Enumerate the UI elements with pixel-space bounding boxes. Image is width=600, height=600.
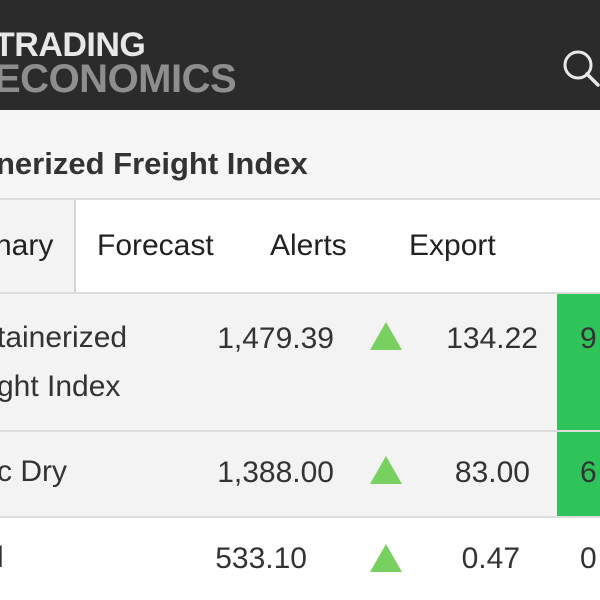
row-name[interactable]: tainerized [0, 321, 128, 354]
table-row[interactable]: c Dry 1,388.00 83.00 6 [0, 432, 600, 518]
row-name[interactable]: l [0, 541, 4, 574]
search-icon [563, 50, 600, 87]
tab-bar: nary Forecast Alerts Export [0, 198, 600, 294]
row-price: 533.10 [215, 542, 307, 575]
top-header: TRADING ECONOMICS [0, 0, 600, 110]
row-percent-value: 0 [580, 542, 597, 575]
row-change: 134.22 [446, 322, 538, 355]
row-percent-value: 6 [580, 456, 597, 489]
row-name-line2[interactable]: ght Index [0, 370, 121, 403]
row-percent-change: 0 [557, 518, 600, 600]
tab-forecast[interactable]: Forecast [97, 229, 214, 262]
table-row[interactable]: tainerized ght Index 1,479.39 134.22 9 [0, 294, 600, 432]
triangle-up-icon [370, 544, 402, 572]
tab-export[interactable]: Export [409, 229, 496, 262]
title-bar [0, 110, 600, 198]
row-percent-change: 6 [557, 432, 600, 516]
tab-label: nary [0, 229, 54, 262]
search-button[interactable] [556, 46, 600, 90]
tab-alerts[interactable]: Alerts [270, 229, 347, 262]
row-change: 83.00 [454, 456, 530, 489]
row-name[interactable]: c Dry [0, 455, 67, 488]
triangle-up-icon [370, 322, 402, 350]
row-percent-value: 9 [580, 322, 597, 355]
row-price: 1,388.00 [217, 456, 334, 489]
row-price: 1,479.39 [217, 322, 334, 355]
table-row[interactable]: l 533.10 0.47 0 [0, 518, 600, 600]
row-percent-change: 9 [557, 294, 600, 430]
tab-summary[interactable]: nary [0, 200, 76, 292]
page-title: nerized Freight Index [0, 146, 308, 181]
row-change: 0.47 [461, 542, 520, 575]
logo-trading: TRADING [0, 26, 146, 64]
logo-economics: ECONOMICS [0, 57, 237, 101]
triangle-up-icon [370, 456, 402, 484]
